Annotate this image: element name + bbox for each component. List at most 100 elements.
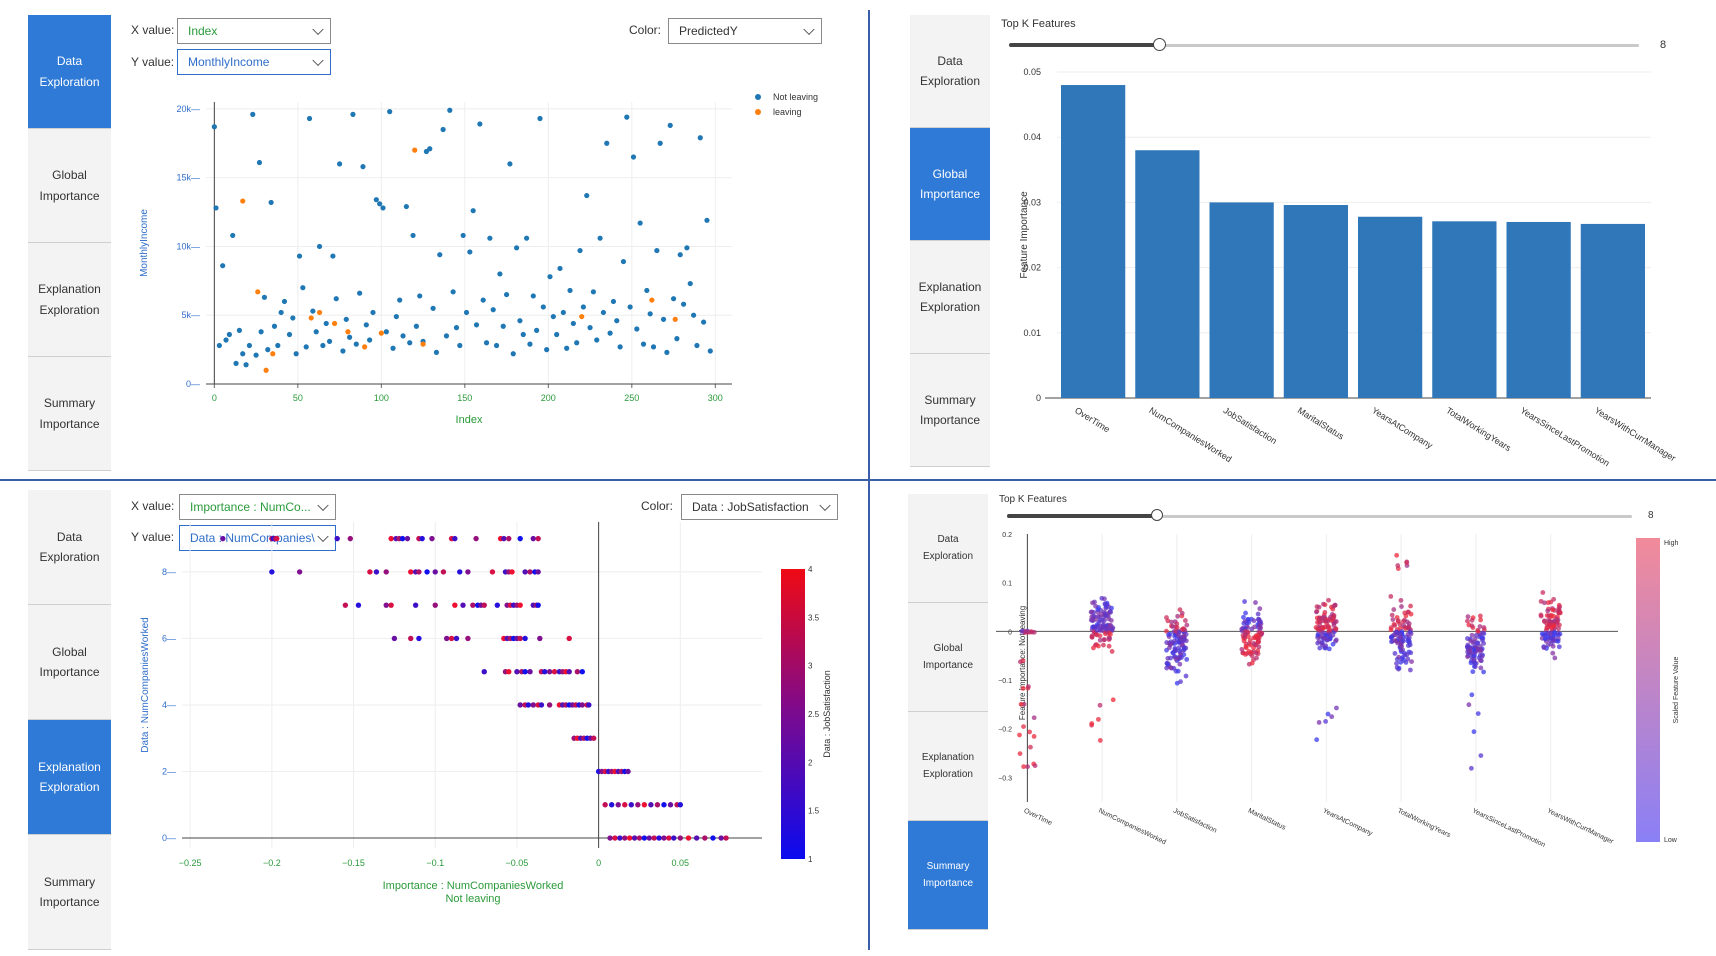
nav-data-exploration[interactable]: Data Exploration [28, 15, 111, 129]
data-point [1480, 637, 1485, 643]
summary-importance-swarm-chart[interactable]: 0.2 0.1 0 −0.1 −0.2 −0.3 Feature Importance: N… [870, 482, 1716, 956]
data-point [556, 702, 563, 708]
bar [1283, 205, 1348, 398]
data-point [677, 835, 684, 841]
data-point [470, 602, 476, 608]
data-point [605, 768, 612, 775]
data-point [1251, 645, 1256, 651]
data-point [1090, 624, 1095, 630]
data-point [1469, 617, 1475, 623]
data-point [1544, 621, 1550, 627]
data-point [1333, 626, 1339, 632]
data-point [1397, 645, 1403, 651]
data-point [517, 602, 523, 608]
data-point [625, 768, 631, 775]
data-point [530, 293, 536, 299]
y-tick-label: 0.02 [1023, 263, 1041, 273]
data-point [1481, 641, 1487, 646]
data-point [353, 341, 359, 347]
nav-explanation-exploration[interactable]: Explanation Exploration [910, 241, 990, 354]
data-point [1547, 635, 1552, 641]
data-point [1322, 614, 1327, 620]
slider-fill [1009, 43, 1161, 47]
data-point [556, 668, 563, 675]
nav-explanation-exploration[interactable]: Explanation Exploration [908, 712, 988, 821]
data-point [1395, 566, 1401, 571]
data-point [1256, 635, 1262, 641]
nav-data-exploration[interactable]: Data Exploration [908, 494, 988, 603]
data-point [1181, 645, 1187, 651]
data-point [1399, 630, 1404, 636]
data-point [467, 249, 473, 255]
data-point [1093, 631, 1099, 637]
data-point [576, 702, 582, 708]
x-value-dropdown[interactable]: Index [177, 18, 331, 44]
data-point [644, 287, 650, 294]
y-value-dropdown[interactable]: MonthlyIncome [177, 49, 331, 75]
nav-data-exploration[interactable]: Data Exploration [910, 15, 990, 128]
data-point [1258, 630, 1264, 636]
data-point [1555, 617, 1561, 623]
y-axis-title: Feature Importance [1019, 191, 1030, 279]
y-value-dropdown[interactable]: Data : NumCompanies\ [179, 525, 336, 551]
data-point [408, 635, 414, 642]
monthly-income-scatter-chart[interactable]: 0 50 100 150 200 250 300 0— 5k— 10k— 15k— 20k— Index… [0, 0, 866, 478]
data-point [1168, 639, 1174, 645]
nav-explanation-exploration[interactable]: Explanation Exploration [28, 243, 111, 357]
slider-thumb[interactable] [1151, 509, 1163, 521]
data-point [1545, 600, 1551, 606]
data-point [1331, 613, 1337, 618]
nav-summary-importance[interactable]: Summary Importance [910, 354, 990, 467]
data-point [1323, 633, 1329, 639]
nav-explanation-exploration[interactable]: Explanation Exploration [28, 720, 111, 835]
data-point [517, 635, 523, 642]
nav-global-importance[interactable]: Global Importance [28, 605, 111, 720]
data-point [481, 602, 487, 608]
data-point [1409, 659, 1414, 665]
data-point [1475, 640, 1481, 646]
data-point [316, 243, 323, 250]
color-dropdown[interactable]: Data : JobSatisfaction [681, 494, 838, 520]
data-point [674, 336, 680, 342]
data-point [1243, 644, 1249, 650]
nav-summary-importance[interactable]: Summary Importance [28, 357, 111, 471]
data-point [1179, 642, 1185, 648]
nav-global-importance[interactable]: Global Importance [908, 603, 988, 712]
x-tick-label: YearsSinceLastPromotion [1471, 808, 1546, 850]
slider-thumb[interactable] [1153, 38, 1167, 51]
data-point [465, 635, 471, 642]
data-point [513, 245, 520, 251]
x-value-dropdown[interactable]: Importance : NumCo... [179, 494, 336, 520]
data-point [1109, 649, 1115, 654]
data-point [1099, 618, 1105, 623]
nav-summary-importance[interactable]: Summary Importance [908, 821, 988, 930]
data-point [1465, 614, 1471, 620]
nav-data-exploration[interactable]: Data Exploration [28, 490, 111, 605]
nav-global-importance[interactable]: Global Importance [910, 128, 990, 241]
data-point [1240, 625, 1246, 631]
data-point [1331, 620, 1337, 626]
data-point [480, 297, 486, 303]
data-point [1465, 644, 1470, 650]
data-point [453, 635, 460, 642]
data-point [1328, 634, 1333, 640]
top-k-slider[interactable] [1007, 509, 1632, 523]
data-point [1478, 658, 1484, 664]
nav-summary-importance[interactable]: Summary Importance [28, 835, 111, 950]
data-point [1100, 625, 1106, 631]
data-point [1093, 603, 1098, 609]
feature-importance-bar-chart[interactable]: 0 0.01 0.02 0.03 0.04 0.05 Feature Importance O… [870, 0, 1716, 478]
data-point [1396, 654, 1402, 660]
data-point [1101, 642, 1106, 648]
data-point [347, 334, 353, 340]
data-point [524, 235, 530, 241]
data-point [1539, 635, 1545, 641]
importance-dependence-scatter-chart[interactable]: −0.25 −0.2 −0.15 −0.1 −0.05 0 0.05 0— 2— 4— 6— 8— Im… [0, 482, 866, 956]
data-point [391, 635, 398, 642]
data-point [522, 569, 528, 575]
top-k-slider[interactable] [1009, 38, 1639, 52]
data-point [1333, 626, 1339, 632]
data-point [1314, 737, 1320, 743]
nav-global-importance[interactable]: Global Importance [28, 129, 111, 243]
color-dropdown[interactable]: PredictedY [668, 18, 822, 44]
